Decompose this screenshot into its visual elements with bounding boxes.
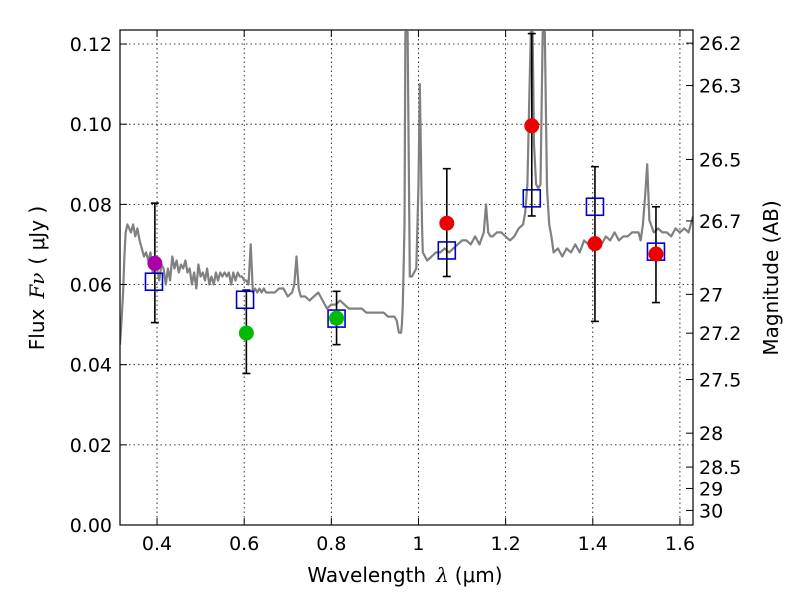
model-point <box>437 241 457 260</box>
magnitude-tick-label: 26.2 <box>699 33 741 55</box>
observed-point <box>329 310 345 326</box>
magnitude-tick-label: 26.5 <box>699 149 741 171</box>
observed-photometry-markers <box>147 118 664 341</box>
y-axis-title-symbol: Fν <box>25 273 49 300</box>
y-axis-right-title: Magnitude (AB) <box>759 200 783 355</box>
magnitude-tick-label: 28.5 <box>699 457 741 479</box>
observed-point <box>147 255 163 271</box>
magnitude-tick-label: 28 <box>699 423 723 445</box>
observed-point <box>524 118 540 134</box>
magnitude-tick-label: 27.5 <box>699 369 741 391</box>
model-point <box>327 309 346 328</box>
model-point <box>585 197 605 217</box>
magnitude-tick-label: 27 <box>699 284 723 306</box>
y-tick-label: 0.08 <box>70 194 112 216</box>
y-tick-label: 0.04 <box>70 355 112 377</box>
x-tick-label: 0.6 <box>229 533 259 555</box>
observed-point <box>648 246 664 262</box>
x-axis-title-text: Wavelength <box>307 563 426 587</box>
model-point <box>144 272 164 292</box>
y-axis-title-unit: ( μJy ) <box>25 206 49 265</box>
x-tick-label: 1.2 <box>491 533 521 555</box>
y-tick-label: 0.06 <box>70 275 112 297</box>
magnitude-tick-label: 30 <box>699 500 723 522</box>
observed-point <box>587 236 603 252</box>
plot-frame <box>119 29 694 526</box>
x-tick-label: 1 <box>412 533 424 555</box>
model-spectrum-line <box>120 30 693 345</box>
magnitude-tick-label: 29 <box>699 478 723 500</box>
model-point <box>522 189 542 208</box>
y-axis-title-text: Flux <box>25 308 49 350</box>
observed-point <box>439 215 455 231</box>
y-tick-label: 0.02 <box>70 435 112 457</box>
model-photometry-markers <box>144 189 666 328</box>
y-axis-ticks: 0.00 0.02 0.04 0.06 0.08 0.10 0.12 <box>70 34 127 537</box>
model-point <box>235 290 255 310</box>
y-tick-label: 0.00 <box>70 515 112 537</box>
x-axis-ticks: 0.4 0.6 0.8 1 1.2 1.4 1.6 <box>142 30 695 555</box>
x-tick-label: 0.8 <box>316 533 346 555</box>
x-axis-title-symbol: λ <box>435 563 449 587</box>
x-tick-label: 1.4 <box>578 533 608 555</box>
y-tick-label: 0.12 <box>70 34 112 56</box>
x-tick-label: 0.4 <box>142 533 172 555</box>
x-axis-title-unit: (μm) <box>455 563 503 587</box>
y-tick-label: 0.10 <box>70 114 112 136</box>
y-axis-title: Flux Fν ( μJy ) <box>25 206 49 350</box>
magnitude-tick-label: 27.2 <box>699 323 741 345</box>
x-tick-label: 1.6 <box>665 533 695 555</box>
magnitude-tick-label: 26.3 <box>699 76 741 98</box>
x-axis-title: Wavelength λ (μm) <box>307 563 502 587</box>
observed-point <box>238 325 254 341</box>
magnitude-tick-label: 26.7 <box>699 211 741 233</box>
